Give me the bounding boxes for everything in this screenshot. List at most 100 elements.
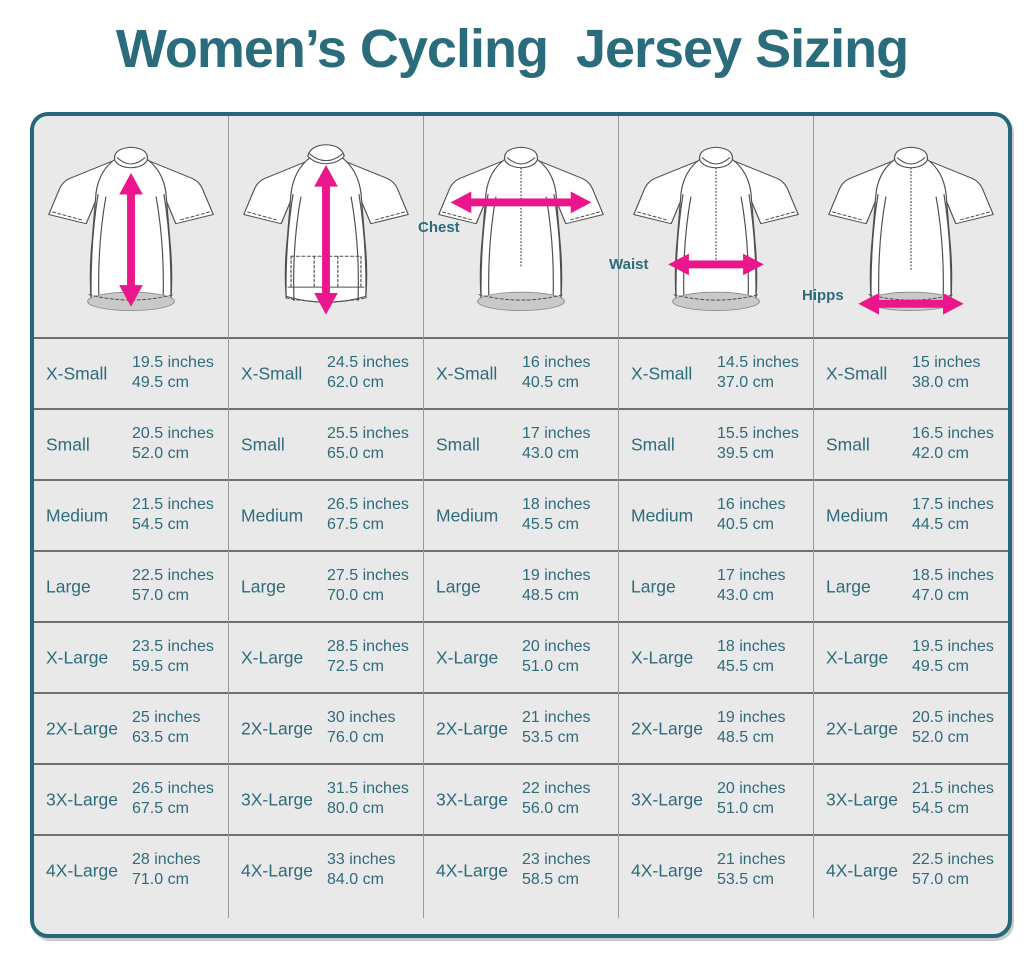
size-row: X-Large 23.5 inches 59.5 cm: [34, 621, 228, 692]
size-label: 2X-Large: [631, 718, 703, 738]
size-label: X-Small: [46, 363, 108, 383]
measurement-value: 27.5 inches 70.0 cm: [327, 566, 409, 605]
size-row: Large 19 inches 48.5 cm: [424, 550, 618, 621]
size-label: X-Large: [46, 647, 109, 667]
size-label: Medium: [241, 505, 304, 525]
size-label: Medium: [46, 505, 109, 525]
measurement-value: 28.5 inches 72.5 cm: [327, 637, 409, 676]
back-length-illustration: [229, 116, 423, 337]
measurement-value: 24.5 inches 62.0 cm: [327, 353, 409, 392]
size-label: Small: [46, 434, 90, 454]
chest-arrow-icon: [450, 191, 592, 214]
size-label: X-Large: [436, 647, 499, 667]
measurement-value: 19 inches 48.5 cm: [522, 566, 591, 605]
size-row: Medium 16 inches 40.5 cm: [619, 479, 813, 550]
size-row: 2X-Large 30 inches 76.0 cm: [229, 692, 423, 763]
waist-illustration: Waist: [609, 116, 813, 337]
size-label: 4X-Large: [826, 860, 898, 880]
size-row: X-Small 15 inches 38.0 cm: [814, 337, 1008, 408]
measurement-value: 22 inches 56.0 cm: [522, 779, 591, 818]
measurement-value: 25 inches 63.5 cm: [132, 708, 201, 747]
size-row: Medium 26.5 inches 67.5 cm: [229, 479, 423, 550]
size-row: X-Small 14.5 inches 37.0 cm: [619, 337, 813, 408]
measurement-value: 16 inches 40.5 cm: [522, 353, 591, 392]
page-title: Women’s Cycling Jersey Sizing: [115, 19, 909, 79]
size-label: Small: [826, 434, 870, 454]
hips-arrow-icon: [858, 292, 964, 315]
measurement-value: 21 inches 53.5 cm: [717, 850, 786, 889]
measurement-value: 21 inches 53.5 cm: [522, 708, 591, 747]
measurement-value: 26.5 inches 67.5 cm: [327, 495, 409, 534]
size-row: Medium 18 inches 45.5 cm: [424, 479, 618, 550]
measurement-value: 15.5 inches 39.5 cm: [717, 424, 799, 463]
size-label: Large: [46, 576, 91, 596]
measurement-value: 16 inches 40.5 cm: [717, 495, 786, 534]
measurement-value: 17 inches 43.0 cm: [522, 424, 591, 463]
size-row: Large 22.5 inches 57.0 cm: [34, 550, 228, 621]
size-label: 3X-Large: [826, 789, 898, 809]
jersey-front-icon: [828, 146, 994, 315]
size-label: 3X-Large: [631, 789, 703, 809]
column-waist: Waist X-Small 14.5 inches 37.0 cm: [609, 116, 814, 918]
size-label: 2X-Large: [826, 718, 898, 738]
size-row: Small 20.5 inches 52.0 cm: [34, 408, 228, 479]
size-label: Small: [436, 434, 480, 454]
size-label: 4X-Large: [631, 860, 703, 880]
column-front-length: X-Small 19.5 inches 49.5 cm Small 20.5 in…: [34, 116, 229, 918]
waist-label: Waist: [609, 256, 649, 273]
size-label: Small: [631, 434, 675, 454]
length-arrow-icon: [119, 172, 143, 307]
size-label: X-Large: [631, 647, 694, 667]
size-label: Medium: [631, 505, 694, 525]
size-row: 2X-Large 19 inches 48.5 cm: [619, 692, 813, 763]
measurement-value: 18.5 inches 47.0 cm: [912, 566, 994, 605]
measurement-value: 16.5 inches 42.0 cm: [912, 424, 994, 463]
chest-illustration: Chest: [418, 116, 618, 337]
size-row: Small 17 inches 43.0 cm: [424, 408, 618, 479]
column-back-length: X-Small 24.5 inches 62.0 cm Small 25.5 in…: [229, 116, 424, 918]
size-row: 2X-Large 21 inches 53.5 cm: [424, 692, 618, 763]
measurement-value: 18 inches 45.5 cm: [522, 495, 591, 534]
size-row: Small 16.5 inches 42.0 cm: [814, 408, 1008, 479]
size-row: 4X-Large 28 inches 71.0 cm: [34, 834, 228, 905]
hips-label: Hipps: [802, 287, 844, 304]
size-row: 4X-Large 23 inches 58.5 cm: [424, 834, 618, 905]
measurement-value: 22.5 inches 57.0 cm: [912, 850, 994, 889]
measurement-value: 15 inches 38.0 cm: [912, 353, 981, 392]
chest-label: Chest: [418, 219, 460, 236]
jersey-back-icon: [243, 144, 409, 315]
size-row: X-Small 19.5 inches 49.5 cm: [34, 337, 228, 408]
measurement-value: 26.5 inches 67.5 cm: [132, 779, 214, 818]
measurement-value: 20 inches 51.0 cm: [717, 779, 786, 818]
size-row: X-Small 24.5 inches 62.0 cm: [229, 337, 423, 408]
size-row: 3X-Large 26.5 inches 67.5 cm: [34, 763, 228, 834]
size-row: X-Large 28.5 inches 72.5 cm: [229, 621, 423, 692]
size-row: 2X-Large 25 inches 63.5 cm: [34, 692, 228, 763]
measurement-value: 21.5 inches 54.5 cm: [132, 495, 214, 534]
size-label: X-Small: [631, 363, 693, 383]
size-label: 2X-Large: [436, 718, 508, 738]
measurement-value: 23 inches 58.5 cm: [522, 850, 591, 889]
size-label: Small: [241, 434, 285, 454]
sizing-panel: X-Small 19.5 inches 49.5 cm Small 20.5 in…: [30, 112, 1012, 938]
waist-arrow-icon: [668, 253, 764, 276]
measurement-value: 20 inches 51.0 cm: [522, 637, 591, 676]
size-row: 4X-Large 22.5 inches 57.0 cm: [814, 834, 1008, 905]
front-length-illustration: [34, 116, 228, 337]
size-label: Large: [241, 576, 286, 596]
measurement-value: 33 inches 84.0 cm: [327, 850, 396, 889]
size-row: X-Large 19.5 inches 49.5 cm: [814, 621, 1008, 692]
size-label: 3X-Large: [241, 789, 313, 809]
column-chest: Chest X-Small 16 inches 40.5 cm: [418, 116, 619, 918]
size-label: Large: [436, 576, 481, 596]
size-row: Medium 21.5 inches 54.5 cm: [34, 479, 228, 550]
size-row: X-Large 20 inches 51.0 cm: [424, 621, 618, 692]
size-row: Large 18.5 inches 47.0 cm: [814, 550, 1008, 621]
size-label: Large: [631, 576, 676, 596]
size-label: Large: [826, 576, 871, 596]
size-label: 2X-Large: [46, 718, 118, 738]
size-label: 4X-Large: [46, 860, 118, 880]
size-label: X-Small: [436, 363, 498, 383]
measurement-value: 18 inches 45.5 cm: [717, 637, 786, 676]
size-label: Medium: [826, 505, 889, 525]
